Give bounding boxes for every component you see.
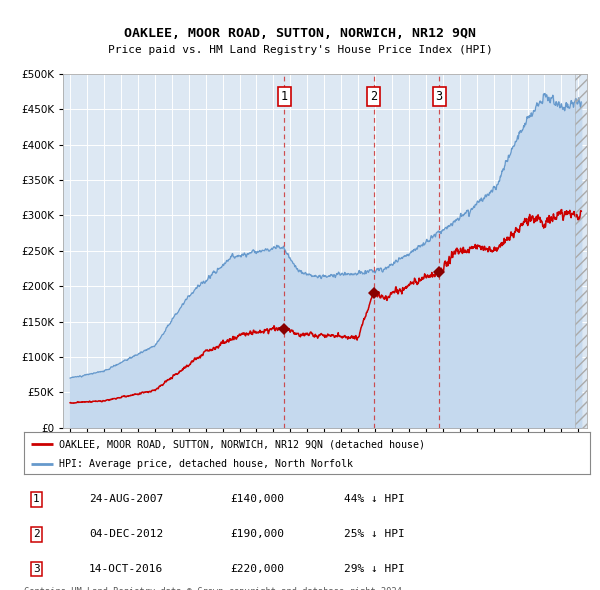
Text: 2: 2	[370, 90, 377, 103]
Text: 1: 1	[281, 90, 288, 103]
Text: 25% ↓ HPI: 25% ↓ HPI	[344, 529, 405, 539]
Text: OAKLEE, MOOR ROAD, SUTTON, NORWICH, NR12 9QN: OAKLEE, MOOR ROAD, SUTTON, NORWICH, NR12…	[124, 27, 476, 40]
Text: £220,000: £220,000	[231, 564, 285, 574]
Text: £140,000: £140,000	[231, 494, 285, 504]
Text: Price paid vs. HM Land Registry's House Price Index (HPI): Price paid vs. HM Land Registry's House …	[107, 45, 493, 54]
Text: 2: 2	[33, 529, 40, 539]
Text: 29% ↓ HPI: 29% ↓ HPI	[344, 564, 405, 574]
Text: 44% ↓ HPI: 44% ↓ HPI	[344, 494, 405, 504]
Text: Contains HM Land Registry data © Crown copyright and database right 2024.: Contains HM Land Registry data © Crown c…	[24, 587, 407, 590]
Text: 14-OCT-2016: 14-OCT-2016	[89, 564, 163, 574]
Text: 1: 1	[33, 494, 40, 504]
Text: HPI: Average price, detached house, North Norfolk: HPI: Average price, detached house, Nort…	[59, 459, 353, 469]
Text: 3: 3	[436, 90, 443, 103]
Text: OAKLEE, MOOR ROAD, SUTTON, NORWICH, NR12 9QN (detached house): OAKLEE, MOOR ROAD, SUTTON, NORWICH, NR12…	[59, 439, 425, 449]
Text: 04-DEC-2012: 04-DEC-2012	[89, 529, 163, 539]
Text: 3: 3	[33, 564, 40, 574]
Text: 24-AUG-2007: 24-AUG-2007	[89, 494, 163, 504]
Text: £190,000: £190,000	[231, 529, 285, 539]
